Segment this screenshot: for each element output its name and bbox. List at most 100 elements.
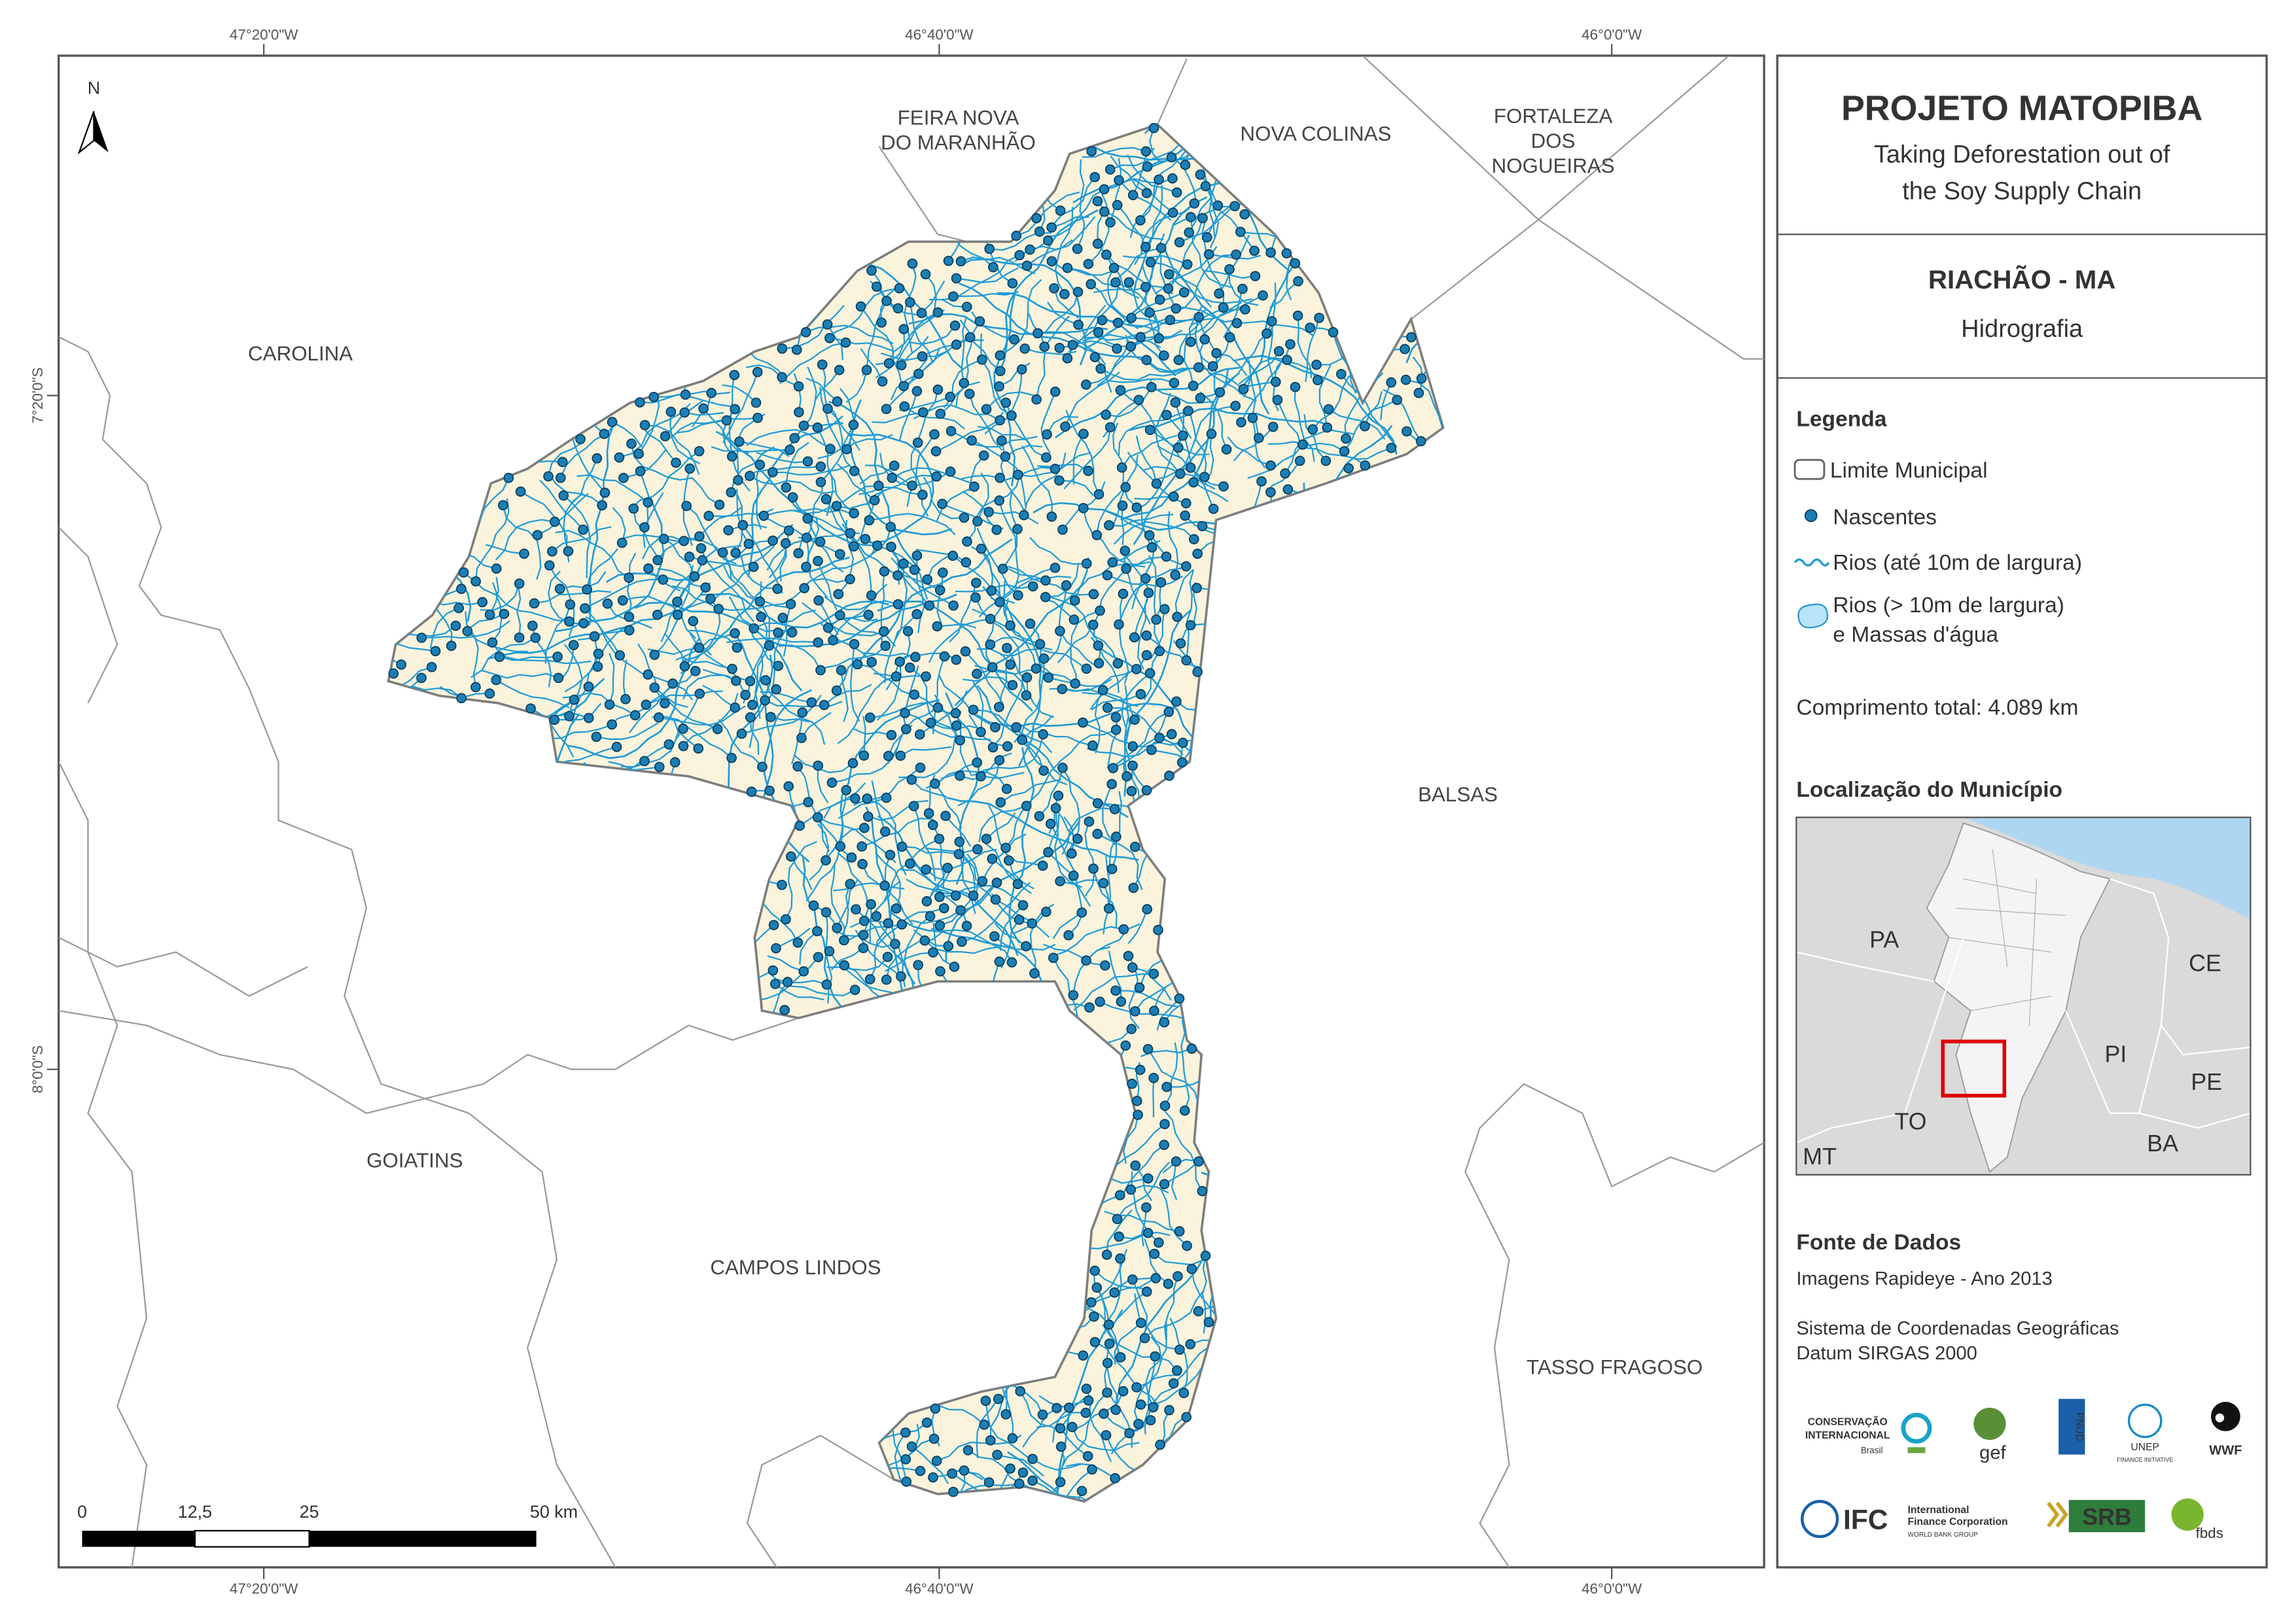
spring	[812, 926, 822, 937]
spring	[1110, 712, 1122, 723]
spring	[1201, 232, 1212, 243]
river	[475, 498, 510, 582]
spring	[747, 699, 758, 710]
spring	[1174, 1344, 1185, 1355]
river	[489, 576, 500, 616]
river	[1097, 833, 1143, 890]
spring	[1145, 1415, 1156, 1425]
river	[797, 765, 830, 852]
spring	[1129, 714, 1140, 725]
spring	[1011, 722, 1022, 733]
river	[958, 258, 1087, 366]
river	[968, 714, 1008, 747]
river	[1047, 814, 1060, 853]
spring	[1041, 452, 1051, 463]
spring	[565, 599, 576, 610]
spring	[749, 623, 760, 634]
spring	[891, 903, 902, 914]
spring	[1322, 422, 1333, 433]
river	[936, 572, 944, 625]
river	[1047, 302, 1079, 326]
spring	[639, 756, 650, 767]
river	[1199, 391, 1227, 450]
river	[1053, 808, 1083, 888]
spring	[667, 678, 678, 689]
spring	[568, 640, 579, 650]
spring	[430, 646, 441, 657]
spring	[1084, 816, 1095, 827]
river	[1228, 269, 1259, 306]
place-name: CAROLINA	[248, 342, 353, 365]
spring	[985, 614, 996, 624]
river	[1109, 158, 1122, 223]
coordinate-label: 47°20'0"W	[230, 1580, 298, 1597]
spring	[772, 584, 783, 594]
spring	[1170, 397, 1181, 408]
river	[1032, 1480, 1106, 1502]
river	[838, 797, 887, 819]
river	[976, 703, 1175, 727]
spring	[1131, 664, 1142, 674]
spring	[1166, 729, 1177, 740]
spring	[861, 364, 872, 375]
spring	[1174, 237, 1185, 248]
spring	[764, 640, 775, 651]
logo-text: gef	[1979, 1442, 2006, 1463]
spring	[617, 595, 628, 606]
spring	[1031, 394, 1042, 405]
river	[867, 527, 892, 558]
spring	[959, 1465, 970, 1476]
river	[741, 695, 822, 735]
spring	[1282, 355, 1292, 366]
river	[913, 805, 936, 881]
spring	[754, 596, 766, 607]
river	[832, 584, 888, 641]
river	[961, 317, 967, 383]
spring	[931, 1456, 942, 1466]
river	[903, 915, 931, 985]
spring	[487, 637, 498, 648]
river	[888, 910, 1055, 1008]
spring	[1055, 1423, 1066, 1434]
neighbour-borders	[58, 56, 1765, 1567]
river	[910, 909, 961, 924]
river	[1053, 807, 1078, 840]
spring	[458, 567, 469, 578]
spring	[635, 397, 645, 408]
spring	[684, 551, 695, 562]
spring	[1103, 903, 1114, 914]
spring	[1093, 640, 1104, 651]
river	[1122, 1115, 1139, 1164]
spring	[1290, 258, 1301, 269]
spring	[1081, 1384, 1092, 1394]
spring	[1231, 318, 1243, 328]
river	[1186, 569, 1195, 661]
logo-text: WWF	[2209, 1443, 2242, 1457]
spring	[1126, 313, 1137, 323]
river	[972, 734, 1044, 777]
spring	[712, 724, 723, 735]
river	[548, 472, 603, 506]
spring	[789, 432, 800, 444]
river	[1087, 192, 1110, 265]
river	[860, 305, 903, 386]
spring	[990, 894, 1001, 905]
spring	[1017, 1467, 1029, 1478]
spring	[614, 650, 626, 661]
river	[654, 394, 732, 408]
spring	[1092, 196, 1103, 207]
river	[794, 754, 854, 774]
coordinate-label: 46°0'0"W	[1581, 26, 1642, 43]
spring	[1089, 1265, 1101, 1276]
spring	[1180, 561, 1192, 572]
spring	[602, 598, 613, 609]
river	[928, 298, 967, 308]
river	[1120, 372, 1241, 521]
spring	[1115, 1253, 1125, 1264]
river	[925, 273, 937, 311]
spring	[821, 855, 831, 865]
river	[554, 746, 617, 768]
river	[839, 614, 896, 647]
spring	[604, 699, 615, 710]
river	[1161, 243, 1270, 415]
